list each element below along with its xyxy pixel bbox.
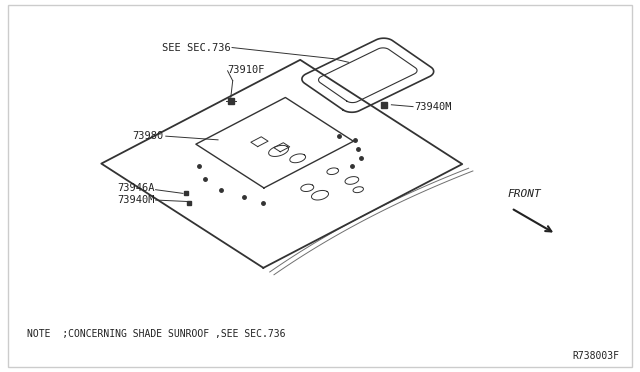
Text: 73946A: 73946A — [117, 183, 154, 193]
Text: R738003F: R738003F — [573, 351, 620, 361]
Text: FRONT: FRONT — [508, 189, 541, 199]
Text: 73910F: 73910F — [228, 65, 265, 75]
Text: SEE SEC.736: SEE SEC.736 — [162, 42, 231, 52]
Text: NOTE  ;CONCERNING SHADE SUNROOF ,SEE SEC.736: NOTE ;CONCERNING SHADE SUNROOF ,SEE SEC.… — [27, 329, 285, 339]
Text: 73940M: 73940M — [117, 195, 154, 205]
Text: 73940M: 73940M — [414, 102, 452, 112]
Text: 73980: 73980 — [132, 131, 164, 141]
